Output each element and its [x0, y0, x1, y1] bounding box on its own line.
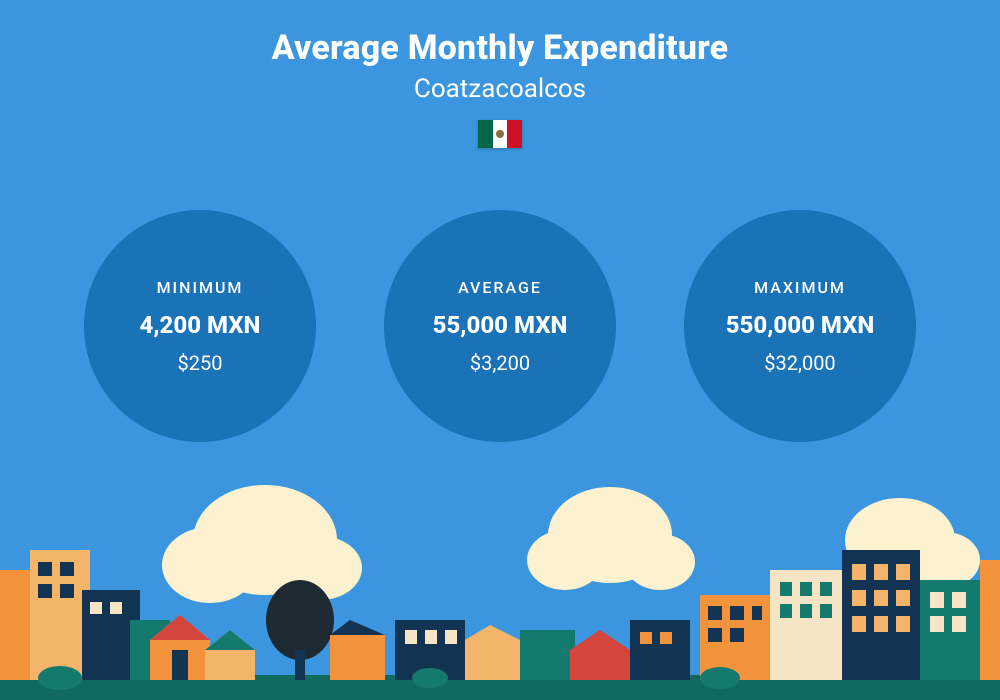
stat-mxn: 4,200 MXN — [140, 311, 261, 339]
stat-usd: $3,200 — [470, 351, 530, 375]
stat-mxn: 550,000 MXN — [726, 311, 875, 339]
stat-circle-average: AVERAGE 55,000 MXN $3,200 — [384, 210, 616, 442]
stat-label: MAXIMUM — [754, 278, 846, 297]
infographic-canvas: Average Monthly Expenditure Coatzacoalco… — [0, 0, 1000, 700]
page-title: Average Monthly Expenditure — [0, 28, 1000, 68]
stat-usd: $250 — [178, 351, 223, 375]
stat-circle-maximum: MAXIMUM 550,000 MXN $32,000 — [684, 210, 916, 442]
mexico-flag-icon — [478, 120, 522, 148]
city-skyline-illustration — [0, 480, 1000, 700]
stat-label: AVERAGE — [458, 278, 542, 297]
stat-usd: $32,000 — [764, 351, 835, 375]
stat-mxn: 55,000 MXN — [433, 311, 568, 339]
stat-circles-row: MINIMUM 4,200 MXN $250 AVERAGE 55,000 MX… — [0, 210, 1000, 442]
page-subtitle: Coatzacoalcos — [0, 74, 1000, 104]
country-flag — [0, 120, 1000, 148]
stat-circle-minimum: MINIMUM 4,200 MXN $250 — [84, 210, 316, 442]
heading-block: Average Monthly Expenditure Coatzacoalco… — [0, 28, 1000, 148]
stat-label: MINIMUM — [157, 278, 244, 297]
